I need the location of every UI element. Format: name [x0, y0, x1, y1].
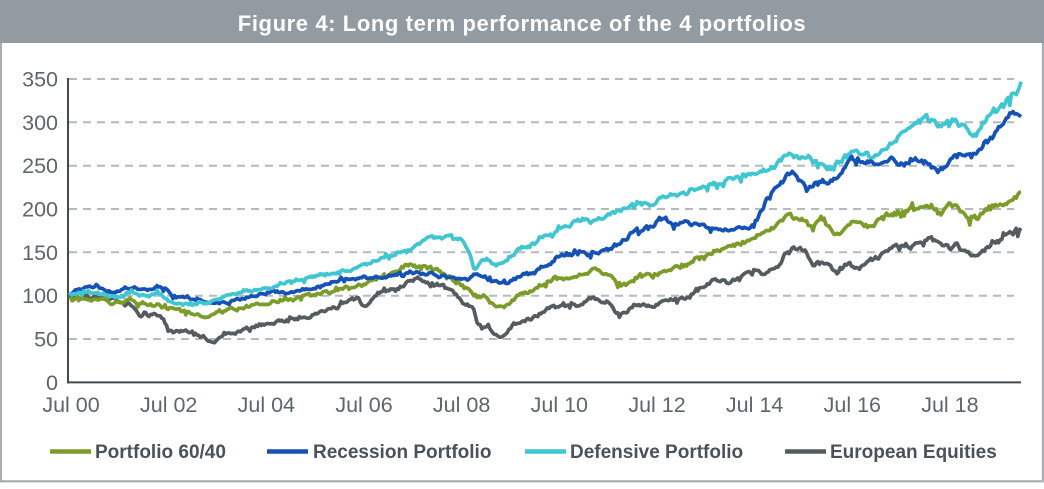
svg-text:Jul 00: Jul 00	[42, 393, 99, 417]
svg-text:Jul 04: Jul 04	[238, 393, 295, 417]
svg-text:200: 200	[22, 198, 58, 222]
svg-text:0: 0	[46, 371, 58, 395]
svg-text:250: 250	[22, 154, 58, 178]
svg-text:150: 150	[22, 241, 58, 265]
svg-text:Portfolio 60/40: Portfolio 60/40	[95, 442, 226, 463]
svg-text:Defensive Portfolio: Defensive Portfolio	[570, 442, 743, 463]
svg-text:50: 50	[34, 328, 58, 352]
svg-text:Jul 18: Jul 18	[921, 393, 978, 417]
svg-text:Figure 4: Long term performanc: Figure 4: Long term performance of the 4…	[238, 11, 806, 36]
svg-text:100: 100	[22, 284, 58, 308]
svg-text:Jul 02: Jul 02	[140, 393, 197, 417]
svg-text:300: 300	[22, 111, 58, 135]
svg-text:Recession Portfolio: Recession Portfolio	[313, 442, 491, 463]
svg-text:Jul 12: Jul 12	[628, 393, 685, 417]
svg-text:Jul 14: Jul 14	[726, 393, 783, 417]
svg-text:350: 350	[22, 68, 58, 92]
svg-text:Jul 16: Jul 16	[824, 393, 881, 417]
svg-text:Jul 06: Jul 06	[335, 393, 392, 417]
svg-text:European Equities: European Equities	[830, 442, 997, 463]
svg-text:Jul 08: Jul 08	[433, 393, 490, 417]
svg-text:Jul 10: Jul 10	[531, 393, 588, 417]
